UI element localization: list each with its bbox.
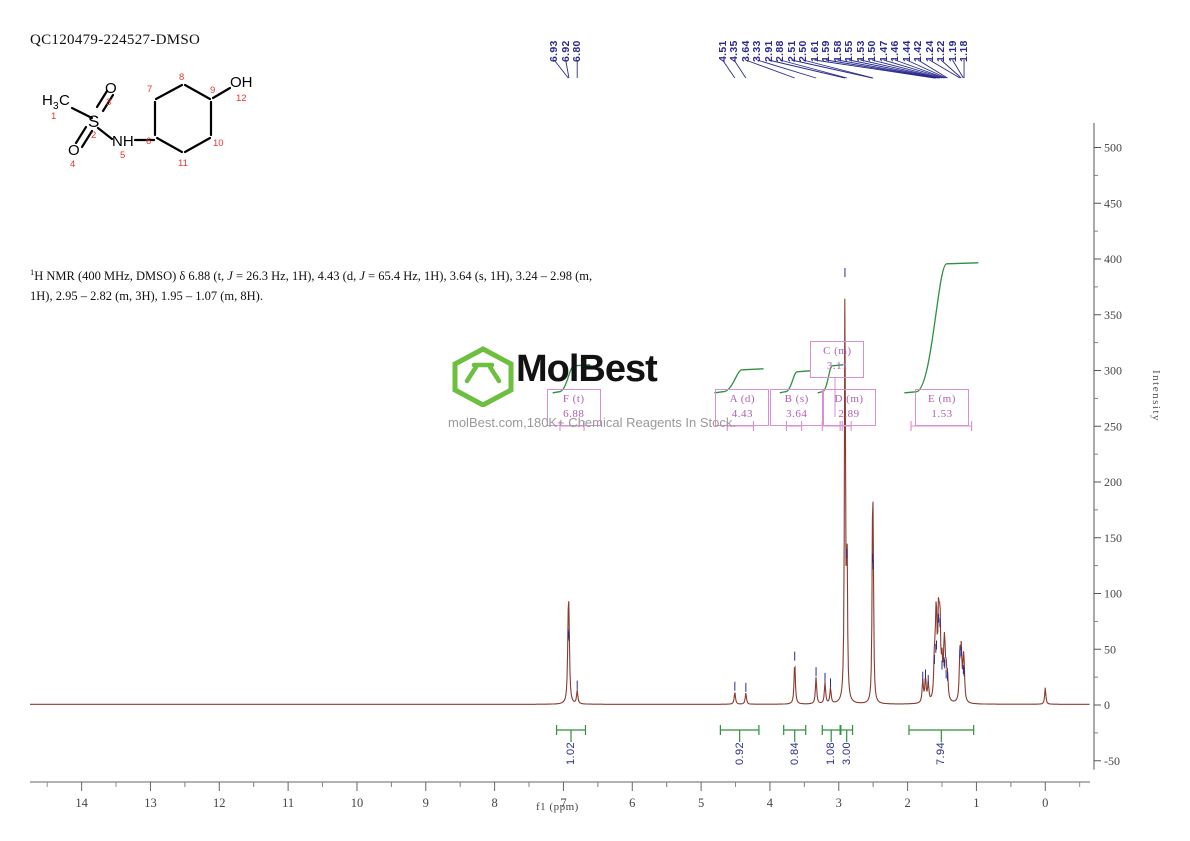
multiplet-id: C (m) — [823, 345, 852, 357]
caption-j-1: J — [227, 269, 233, 284]
ppm-axis: 14 13 12 11 10 9 8 7 6 5 4 3 2 1 0 — [30, 780, 1090, 825]
svg-text:400: 400 — [1104, 252, 1122, 266]
multiplet-shift: 3.11 — [826, 359, 848, 372]
multiplet-id: D (m) — [834, 393, 864, 405]
multiplet-box-b: B (s) 3.64 — [769, 389, 824, 426]
caption-j-2: J — [359, 269, 365, 284]
multiplet-id: F (t) — [562, 393, 585, 405]
svg-text:100: 100 — [1104, 587, 1122, 601]
atom-label-s: S — [88, 112, 99, 131]
multiplet-box-e: E (m) 1.53 — [914, 389, 969, 426]
integral-value: 0.84 — [788, 742, 801, 766]
sample-id-title: QC120479-224527-DMSO — [30, 32, 201, 48]
atom-number-6: 6 — [146, 136, 151, 147]
ppm-axis-label: f1 (ppm) — [536, 801, 579, 813]
multiplet-shift: 3.64 — [786, 407, 808, 420]
integral-value: 7.94 — [935, 742, 948, 766]
integral-value: 1.08 — [825, 742, 838, 766]
multiplet-shift: 4.43 — [731, 407, 753, 420]
svg-text:350: 350 — [1104, 308, 1122, 322]
atom-label-o-bottom: O — [68, 142, 80, 159]
x-tick-label: 3 — [836, 796, 842, 810]
x-tick-label: 0 — [1042, 796, 1048, 810]
atom-label-h3c: H — [42, 92, 53, 109]
atom-number-1: 1 — [51, 111, 56, 122]
multiplet-box-layer: F (t) 6.88 A (d) 4.43 B (s) 3.64 C (m) 3.11 D (m… — [546, 341, 969, 426]
x-tick-label: 6 — [629, 796, 635, 810]
svg-text:150: 150 — [1104, 531, 1122, 545]
atom-number-5: 5 — [120, 150, 125, 161]
multiplet-box-a: A (d) 4.43 — [715, 389, 770, 426]
multiplet-shift: 1.53 — [931, 407, 953, 420]
caption-part-a: H NMR (400 MHz, DMSO) δ 6.88 (t, — [34, 269, 228, 284]
svg-text:200: 200 — [1104, 475, 1122, 489]
atom-label-h3c-sub: 3 — [53, 101, 59, 112]
caption-part-c: = 65.4 Hz, 1H), 3.64 (s, 1H), 3.24 – 2.9… — [30, 269, 593, 303]
watermark-brand: MolBest — [516, 348, 658, 390]
integral-value: 3.00 — [840, 742, 853, 766]
svg-text:-50: -50 — [1104, 754, 1120, 768]
atom-number-9: 9 — [210, 85, 215, 96]
svg-text:300: 300 — [1104, 364, 1122, 378]
atom-label-nh: NH — [112, 133, 134, 150]
intensity-axis: -50 0 50 100 150 200 250 300 350 400 450 500 — [1090, 60, 1190, 785]
x-tick-label: 13 — [144, 796, 157, 810]
multiplet-id: B (s) — [784, 393, 809, 405]
integral-value: 0.92 — [733, 742, 746, 766]
multiplet-shift: 6.88 — [563, 407, 585, 420]
atom-number-8: 8 — [179, 72, 184, 83]
svg-text:0: 0 — [1104, 698, 1110, 712]
multiplet-id: E (m) — [928, 393, 956, 405]
caption-nucleus: 1 — [30, 267, 35, 277]
intensity-axis-label: Intensity — [1150, 370, 1162, 422]
atom-number-12: 12 — [236, 93, 247, 104]
multiplet-box-d: D (m) 2.89 — [822, 389, 877, 426]
x-tick-label: 5 — [698, 796, 704, 810]
watermark-tagline: molBest.com,180K+ Chemical Reagents In S… — [448, 415, 736, 430]
chemical-structure-diagram: H 3 C S O O NH OH 1 2 3 4 5 6 7 8 9 10 1… — [30, 55, 290, 175]
x-tick-label: 7 — [560, 796, 566, 810]
atom-number-10: 10 — [213, 138, 224, 149]
atom-number-2: 2 — [91, 130, 96, 141]
x-tick-label: 14 — [75, 796, 88, 810]
x-tick-label: 2 — [904, 796, 910, 810]
svg-text:500: 500 — [1104, 141, 1122, 155]
atom-number-11: 11 — [178, 158, 188, 169]
caption-part-b: = 26.3 Hz, 1H), 4.43 (d, — [232, 269, 360, 284]
svg-text:450: 450 — [1104, 196, 1122, 210]
watermark-logo — [448, 345, 748, 435]
atom-label-oh: OH — [230, 74, 253, 91]
integral-value: 1.02 — [565, 742, 577, 766]
multiplet-box-c: C (m) 3.11 — [810, 341, 865, 378]
svg-text:50: 50 — [1104, 642, 1116, 656]
multiplet-shift: 2.89 — [838, 407, 860, 420]
nmr-spectrum-plot — [30, 60, 1090, 785]
nmr-caption: 1H NMR (400 MHz, DMSO) δ 6.88 (t, J = 26… — [30, 266, 595, 306]
x-tick-label: 9 — [423, 796, 429, 810]
multiplet-id: A (d) — [729, 393, 756, 405]
svg-text:250: 250 — [1104, 419, 1122, 433]
x-tick-label: 8 — [491, 796, 497, 810]
atom-label-o-top: O — [105, 80, 117, 97]
spectrum-canvas — [30, 262, 1090, 742]
x-tick-label: 10 — [351, 796, 364, 810]
peak-label-layer: 6.93 6.92 6.80 4.51 4.35 3.64 3.33 2.91 2.88 2.51… — [0, 25, 1190, 100]
multiplet-box-f: F (t) 6.88 — [546, 389, 601, 426]
atom-label-c: C — [59, 92, 70, 109]
atom-number-3: 3 — [106, 97, 111, 108]
x-tick-label: 4 — [767, 796, 774, 810]
x-tick-label: 1 — [973, 796, 979, 810]
x-tick-label: 11 — [282, 796, 294, 810]
atom-number-7: 7 — [147, 84, 152, 95]
atom-number-4: 4 — [70, 159, 75, 170]
integral-label-layer: 1.02 0.92 0.84 1.08 3.00 7.94 — [0, 718, 1190, 778]
x-tick-label: 12 — [213, 796, 226, 810]
